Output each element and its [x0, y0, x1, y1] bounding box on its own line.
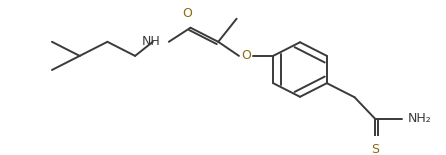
Text: O: O — [241, 49, 251, 62]
Text: S: S — [371, 143, 379, 155]
Text: NH₂: NH₂ — [408, 112, 431, 125]
Text: NH: NH — [142, 35, 161, 48]
Text: O: O — [182, 7, 193, 20]
